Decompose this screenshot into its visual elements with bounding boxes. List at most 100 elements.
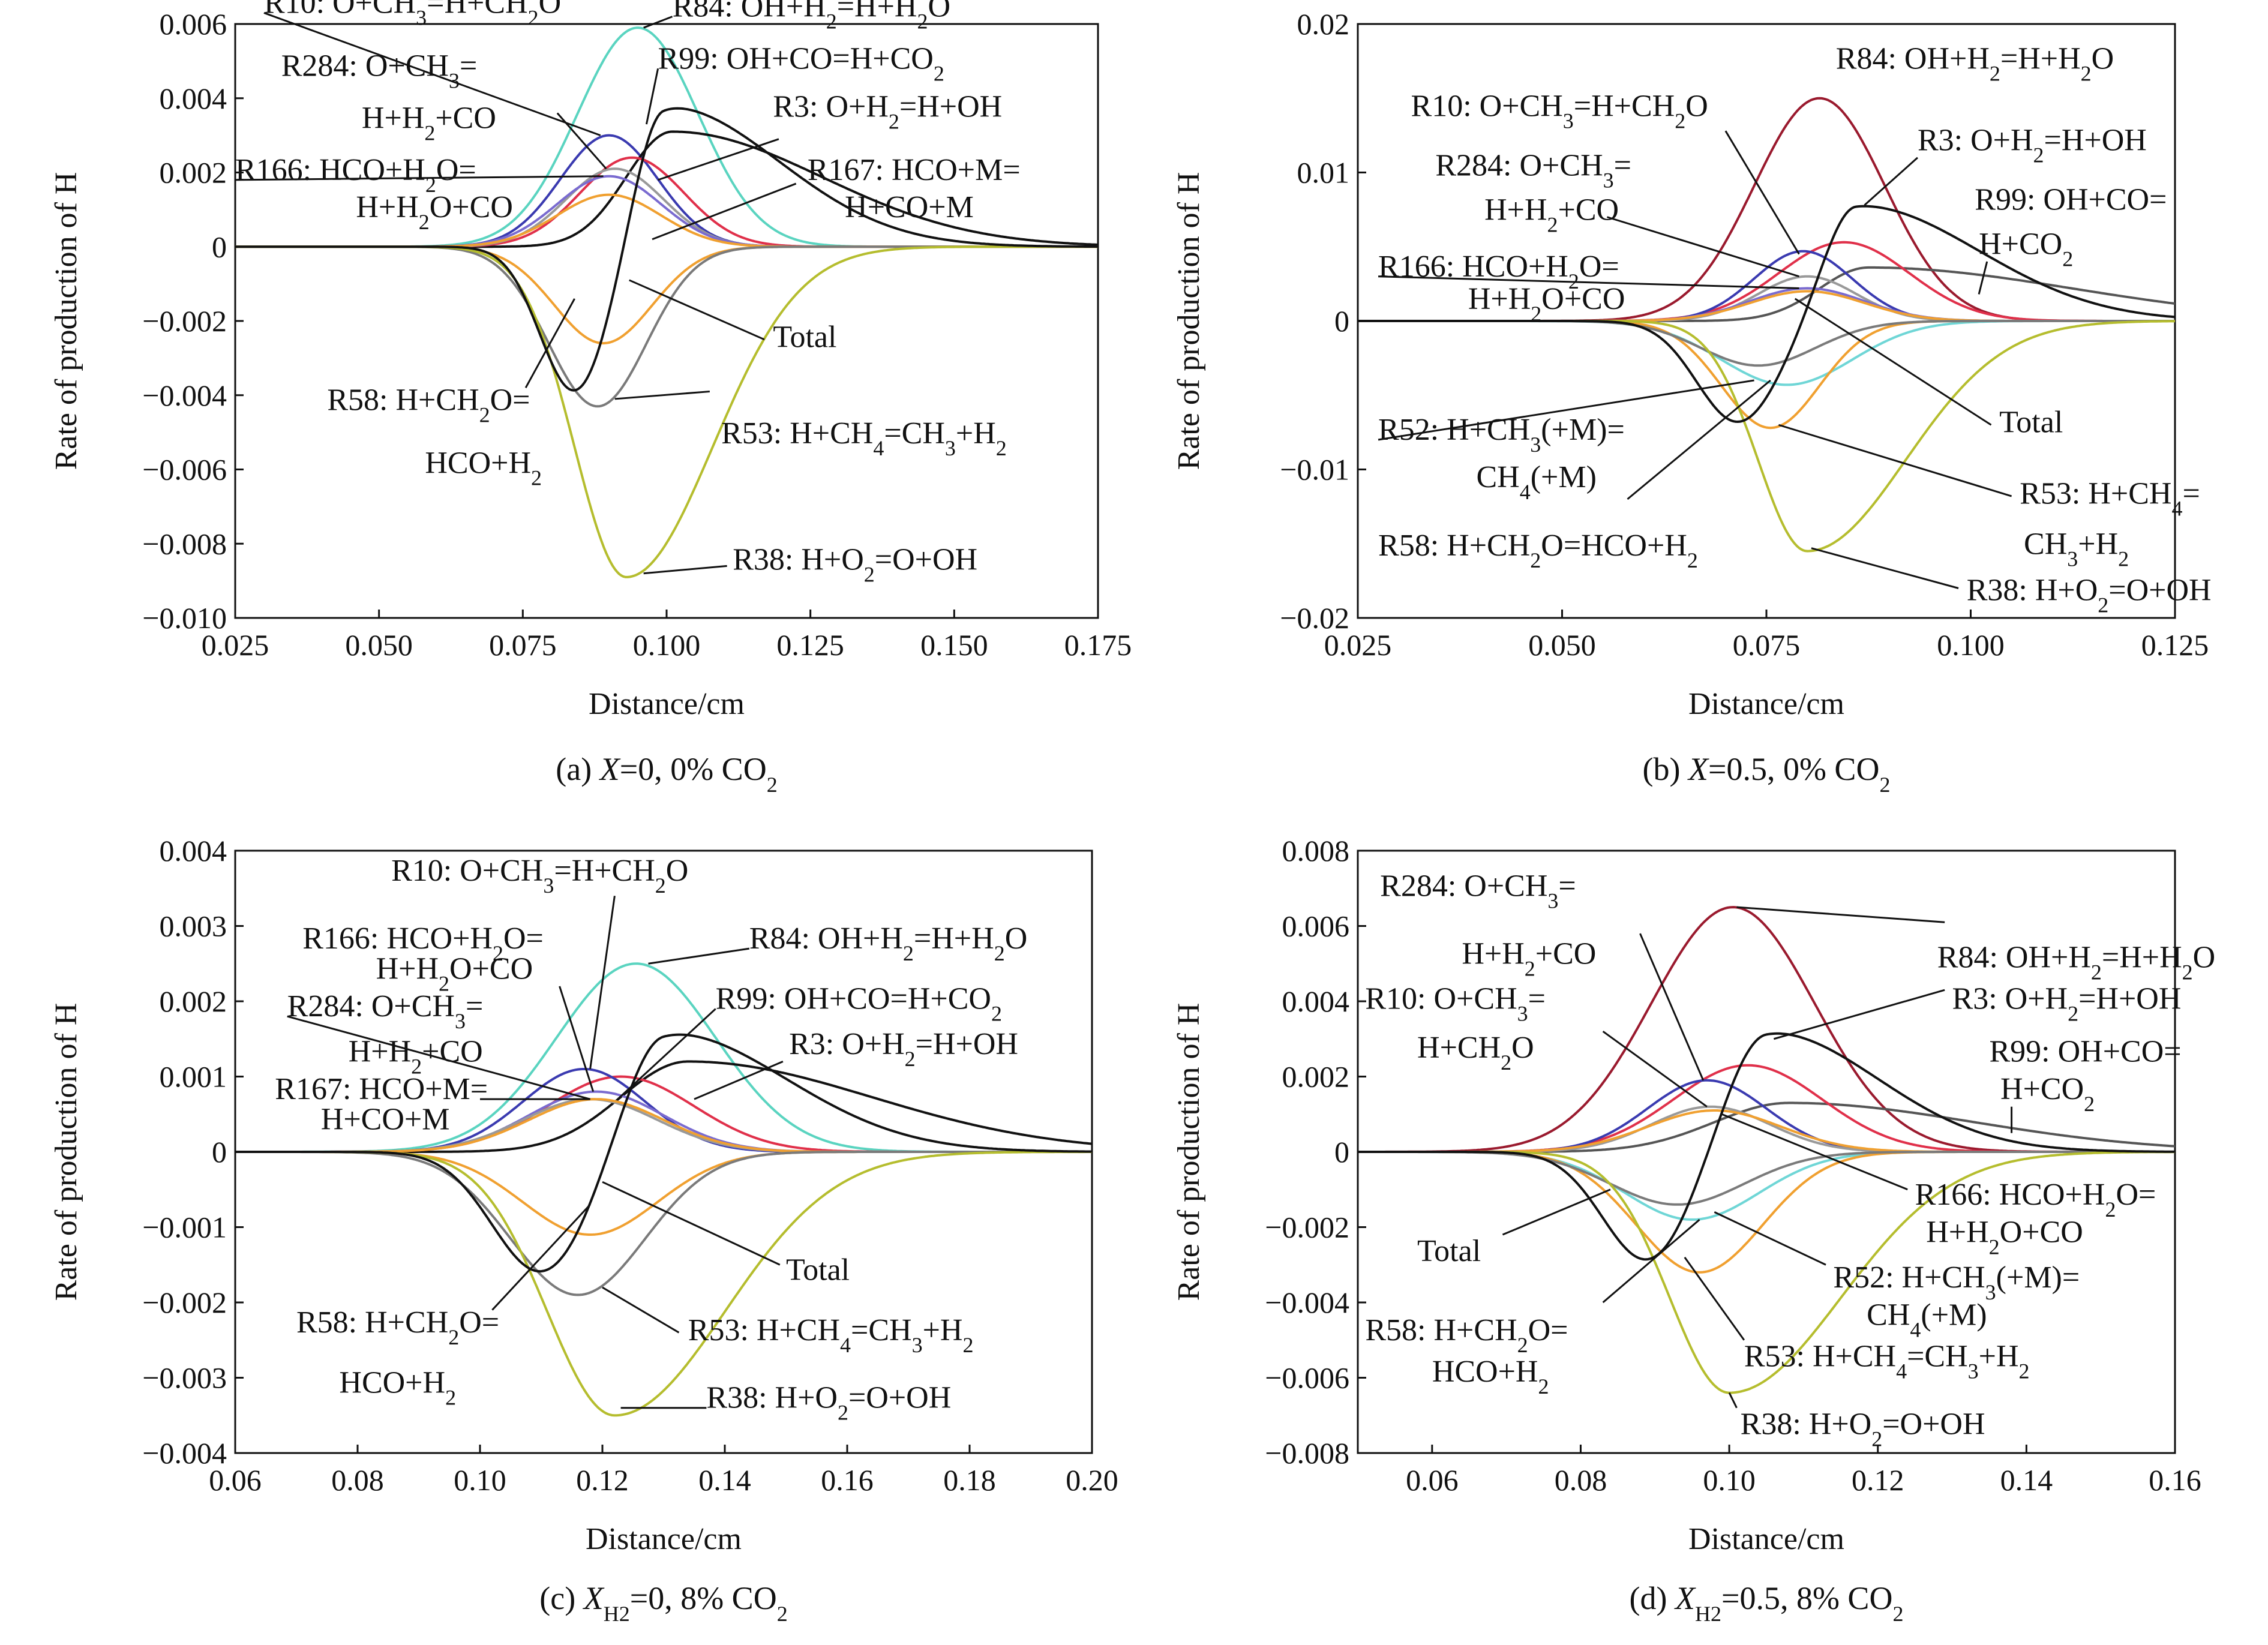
y-tick-label: −0.003 [142, 1361, 227, 1395]
x-tick-label: 0.16 [2149, 1463, 2201, 1497]
annotation-label: H+H2+CO [349, 1034, 483, 1078]
annotation-leader [1639, 933, 1705, 1081]
y-axis-title: Rate of production of H [49, 1003, 83, 1301]
annotation-leader [589, 896, 616, 1070]
x-tick-label: 0.12 [576, 1463, 629, 1497]
x-axis-title: Distance/cm [1688, 1522, 1844, 1556]
annotation-leader [614, 391, 710, 400]
annotation-leader [1724, 130, 1800, 255]
y-tick-label: 0.01 [1297, 156, 1350, 190]
x-tick-label: 0.125 [776, 628, 844, 662]
annotation-leader [1684, 1256, 1745, 1341]
annotation-leader [263, 12, 601, 137]
y-tick-label: 0.008 [1282, 834, 1350, 867]
annotation-label: R38: H+O2=O+OH [1967, 573, 2212, 617]
y-tick-label: −0.008 [142, 527, 227, 560]
panel-b: 0.025 0.050 0.075 0.100 0.125 −0.02 −0.01 0 0.01… [1172, 7, 2212, 797]
annotation-label: H+CH2O [1417, 1031, 1534, 1074]
x-tick-label: 0.075 [1733, 628, 1801, 662]
annotation-leader [1794, 298, 1992, 426]
x-tick-label: 0.025 [202, 628, 269, 662]
annotation-label: R84: OH+H2=H+H2O [749, 921, 1027, 965]
y-tick-label: 0 [1334, 1135, 1349, 1169]
y-tick-label: −0.02 [1280, 601, 1349, 635]
y-tick-label: −0.001 [142, 1211, 227, 1244]
y-tick-label: −0.006 [142, 453, 227, 487]
annotation-leader [1602, 1030, 1708, 1107]
series-line-total [1358, 1032, 2175, 1261]
x-tick-label: 0.100 [1937, 628, 2005, 662]
annotation-leader [1378, 379, 1754, 441]
annotation-label: R166: HCO+H2O= [235, 153, 476, 197]
annotation-label: R166: HCO+H2O= [1378, 250, 1619, 293]
annotation-label: R53: H+CH4= [2020, 476, 2200, 520]
annotation-label: R84: OH+H2=H+H2O [1836, 41, 2114, 85]
annotation-leader [1778, 424, 2012, 497]
annotation-label: R58: H+CH2O=HCO+H2 [1378, 529, 1698, 572]
y-tick-label: 0.02 [1297, 7, 1350, 41]
annotation-label: R58: H+CH2O= [1365, 1313, 1568, 1357]
annotation-label: R284: O+CH3= [281, 49, 478, 93]
panel-caption: (a) X=0, 0% CO2 [556, 751, 777, 797]
annotation-leader [491, 1203, 591, 1311]
y-tick-label: −0.010 [142, 601, 227, 635]
x-tick-label: 0.050 [345, 628, 413, 662]
annotation-label: R53: H+CH4=CH3+H2 [721, 416, 1007, 460]
x-tick-label: 0.025 [1324, 628, 1392, 662]
annotation-label: R167: HCO+M= [275, 1072, 488, 1106]
annotation-leader [1864, 157, 1918, 206]
annotation-leader [1773, 989, 1945, 1040]
annotation-label: R53: H+CH4=CH3+H2 [688, 1313, 974, 1357]
x-tick-label: 0.10 [454, 1463, 506, 1497]
y-tick-label: −0.002 [142, 1286, 227, 1319]
series-line-r53 [235, 1151, 1092, 1296]
series-group [235, 26, 1098, 578]
annotation-leader [643, 16, 673, 29]
annotation-leader [1714, 1211, 1826, 1266]
annotation-label: R38: H+O2=O+OH [706, 1381, 951, 1425]
panel-caption: (b) X=0.5, 0% CO2 [1643, 751, 1891, 797]
x-axis-title: Distance/cm [1688, 687, 1844, 721]
x-tick-label: 0.06 [1406, 1463, 1459, 1497]
annotation-label: H+CO2 [1979, 227, 2073, 271]
series-group [1358, 97, 2175, 553]
annotation-label: R167: HCO+M= [808, 153, 1021, 187]
annotation-label: Total [1999, 406, 2063, 440]
annotation-label: HCO+H2 [425, 446, 542, 490]
y-tick-label: 0.001 [160, 1060, 227, 1094]
annotation-label: R3: O+H2=H+OH [789, 1027, 1018, 1071]
y-tick-label: −0.004 [142, 379, 227, 412]
annotation-leader [1978, 261, 1988, 295]
y-tick-label: 0.004 [160, 82, 227, 115]
series-group [235, 962, 1092, 1417]
y-tick-label: 0.002 [1282, 1060, 1350, 1094]
annotation-label: R284: O+CH3= [287, 989, 484, 1033]
annotation-label: R10: O+CH3=H+CH2O [391, 854, 688, 897]
x-axis-title: Distance/cm [586, 1522, 742, 1556]
y-tick-label: 0 [212, 1135, 227, 1169]
x-tick-label: 0.08 [1555, 1463, 1607, 1497]
annotation-label: R284: O+CH3= [1380, 869, 1576, 912]
annotation-leader [1736, 906, 1945, 923]
annotation-label: R10: O+CH3=H+CH2O [1411, 89, 1708, 133]
annotation-label: H+CO+M [845, 190, 974, 224]
series-line-r53 [1358, 320, 2175, 367]
x-tick-label: 0.14 [698, 1463, 751, 1497]
annotation-label: R3: O+H2=H+OH [1952, 982, 2182, 1026]
panel-c: 0.06 0.08 0.10 0.12 0.14 0.16 0.18 0.20 −0.004 −0… [49, 834, 1118, 1626]
annotation-leader [556, 112, 607, 170]
y-axis-title: Rate of production of H [49, 172, 83, 470]
series-line-r53 [235, 245, 1098, 408]
series-line-total [235, 1033, 1092, 1273]
y-tick-label: 0.004 [1282, 984, 1350, 1018]
annotation-leader [287, 1015, 590, 1100]
annotation-label: R53: H+CH4=CH3+H2 [1744, 1340, 2030, 1383]
annotation-leader [602, 1181, 781, 1266]
annotation-label: H+H2+CO [1484, 193, 1619, 237]
y-tick-label: −0.002 [142, 304, 227, 338]
y-tick-label: 0 [1334, 304, 1349, 338]
series-line-total [1358, 205, 2175, 423]
annotation-label: R99: OH+CO=H+CO2 [658, 41, 944, 85]
y-tick-label: 0.004 [160, 834, 227, 867]
annotation-label: HCO+H2 [339, 1366, 456, 1410]
